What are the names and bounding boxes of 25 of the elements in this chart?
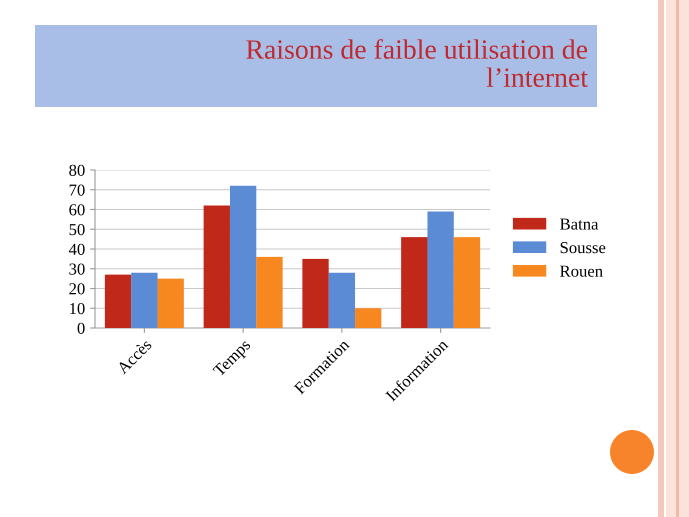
bar bbox=[302, 258, 329, 328]
bar bbox=[328, 272, 356, 328]
y-tick-label: 70 bbox=[70, 184, 85, 196]
legend-label: Rouen bbox=[560, 266, 603, 277]
y-tick-label: 30 bbox=[69, 263, 85, 275]
bar bbox=[158, 278, 184, 328]
bar bbox=[131, 272, 158, 328]
bar bbox=[230, 186, 256, 328]
y-tick-label: 20 bbox=[69, 283, 85, 294]
bar bbox=[256, 256, 283, 328]
legend-label: Batna bbox=[560, 218, 598, 230]
bar bbox=[427, 211, 454, 328]
bar bbox=[454, 237, 480, 328]
bar bbox=[104, 274, 132, 328]
bar bbox=[204, 206, 230, 328]
chart-title: Raisons de faible utilisation de l’internet bbox=[246, 39, 588, 87]
legend-label: Sousse bbox=[560, 242, 606, 254]
bar bbox=[401, 237, 428, 328]
y-tick-label: 10 bbox=[70, 302, 85, 314]
y-tick-label: 40 bbox=[68, 244, 85, 255]
y-tick-label: 60 bbox=[69, 204, 85, 216]
y-tick-label: 0 bbox=[78, 322, 85, 334]
y-tick-label: 80 bbox=[69, 164, 85, 176]
y-tick-label: 50 bbox=[70, 224, 85, 236]
bar bbox=[355, 308, 382, 328]
